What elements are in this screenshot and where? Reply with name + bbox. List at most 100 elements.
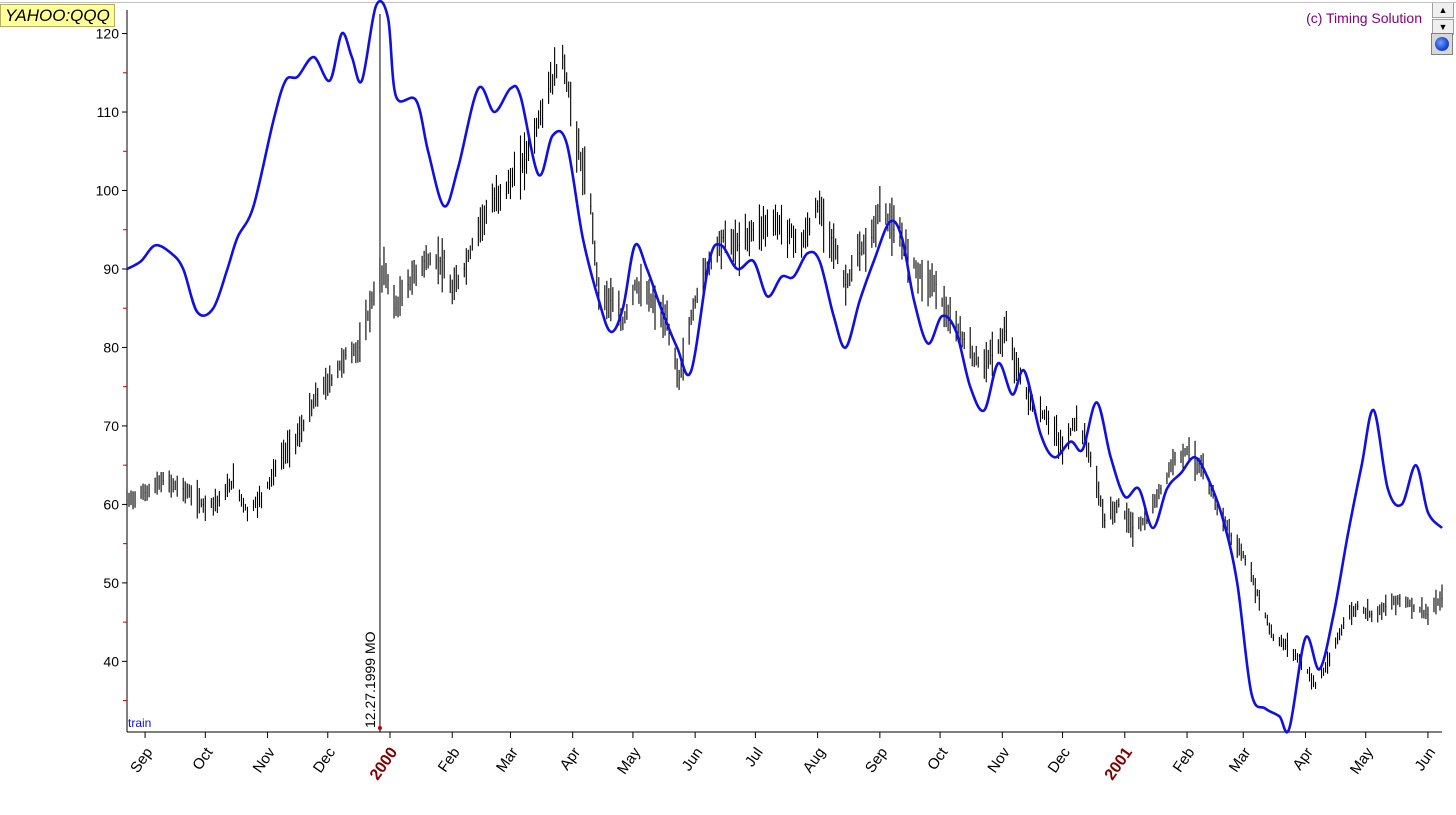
price-point — [479, 221, 481, 223]
price-point — [1132, 527, 1134, 529]
price-point — [383, 268, 385, 270]
price-point — [1160, 488, 1162, 490]
price-point — [935, 284, 937, 286]
price-point — [345, 354, 347, 356]
y-tick-label: 60 — [103, 496, 119, 512]
price-point — [523, 158, 526, 160]
price-point — [407, 284, 409, 286]
price-point — [1314, 684, 1317, 686]
price-point — [752, 229, 754, 231]
price-point — [907, 252, 909, 254]
x-tick-label: Mar — [1226, 745, 1255, 776]
x-tick-label: Nov — [250, 744, 280, 776]
price-point — [831, 236, 833, 239]
x-tick-label: Sep — [127, 745, 156, 777]
price-point — [359, 346, 361, 349]
price-point — [1047, 417, 1050, 419]
price-point — [395, 307, 397, 309]
price-point — [694, 299, 696, 301]
price-point — [786, 229, 789, 231]
price-point — [634, 284, 636, 286]
price-point — [232, 480, 235, 482]
y-tick-label: 80 — [103, 339, 119, 355]
price-point — [509, 182, 512, 184]
ticker-label: YAHOO:QQQ — [0, 4, 115, 27]
price-point — [738, 244, 740, 247]
price-point — [610, 299, 612, 301]
price-point — [1202, 472, 1204, 474]
price-point — [162, 480, 164, 482]
price-point — [871, 236, 873, 239]
y-tick-label: 50 — [103, 575, 119, 591]
copyright-text: (c) Timing Solution — [1306, 10, 1422, 26]
y-tick-label: 120 — [96, 26, 120, 42]
price-point — [845, 284, 847, 286]
price-point — [1076, 417, 1078, 419]
price-point — [1413, 605, 1415, 608]
price-point — [921, 276, 923, 278]
y-tick-label: 110 — [97, 104, 120, 120]
price-point — [202, 503, 204, 506]
projection-line — [126, 0, 1443, 734]
price-point — [1244, 558, 1246, 560]
globe-icon[interactable] — [1431, 33, 1453, 55]
price-point — [772, 221, 775, 223]
y-tick-label: 70 — [103, 418, 119, 434]
x-tick-label: Apr — [1289, 745, 1316, 774]
price-point — [371, 299, 373, 301]
price-point — [1357, 605, 1359, 608]
price-point — [246, 511, 249, 513]
x-tick-label: Nov — [984, 744, 1014, 776]
price-point — [535, 127, 538, 129]
x-tick-label: Oct — [924, 744, 952, 774]
price-point — [678, 378, 680, 380]
price-point — [439, 260, 441, 262]
x-tick-label: 2000 — [367, 744, 401, 783]
price-point — [495, 197, 498, 199]
price-point — [1286, 645, 1289, 647]
price-point — [1371, 613, 1373, 615]
x-tick-label: Sep — [862, 745, 891, 777]
price-point — [317, 393, 319, 396]
x-tick-label: Jun — [679, 745, 707, 775]
price-point — [650, 299, 652, 301]
price-point — [1399, 597, 1401, 600]
price-point — [1090, 456, 1092, 458]
x-tick-label: Aug — [800, 745, 829, 777]
price-point — [144, 492, 146, 494]
train-label: train — [128, 716, 151, 730]
x-tick-label: Mar — [493, 745, 522, 776]
price-point — [1343, 621, 1345, 623]
price-point — [622, 323, 624, 325]
price-point — [331, 378, 333, 380]
price-point — [590, 205, 592, 207]
price-point — [598, 291, 600, 294]
price-point — [1328, 660, 1331, 662]
price-point — [182, 488, 184, 490]
price-point — [1104, 519, 1106, 521]
price-point — [280, 456, 283, 458]
x-tick-label: Apr — [557, 745, 584, 774]
price-point — [423, 260, 425, 262]
y-tick-label: 100 — [96, 183, 120, 199]
price-point — [1441, 597, 1443, 600]
price-point — [893, 229, 895, 231]
scroll-buttons: ▲ ▼ — [1432, 2, 1454, 36]
x-tick-label: May — [1347, 744, 1377, 777]
price-point — [1174, 456, 1176, 458]
price-point — [859, 252, 861, 254]
price-point — [991, 354, 993, 356]
price-point — [963, 339, 965, 341]
x-tick-label: Dec — [310, 744, 340, 776]
price-point — [299, 433, 301, 435]
x-tick-label: Jun — [1411, 745, 1439, 775]
x-tick-label: Oct — [189, 744, 217, 774]
price-point — [1272, 637, 1274, 639]
price-point — [578, 150, 580, 152]
price-point — [463, 268, 465, 270]
price-point — [126, 499, 128, 502]
triangle-up-icon[interactable]: ▲ — [1432, 2, 1454, 18]
price-point — [1427, 613, 1429, 615]
y-tick-label: 40 — [103, 653, 119, 669]
